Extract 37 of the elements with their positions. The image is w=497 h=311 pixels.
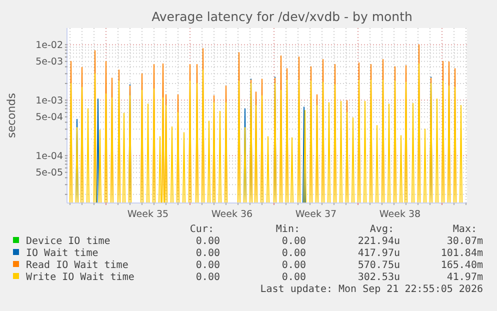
x-tick-label: Week 36 <box>211 209 253 220</box>
text: 0.00 <box>282 236 306 247</box>
text: 0.00 <box>282 248 306 259</box>
legend-label: Write IO Wait time <box>26 272 134 283</box>
y-axis-title: seconds <box>5 92 18 138</box>
text: 0.00 <box>282 272 306 283</box>
chart-title: Average latency for /dev/xvdb - by month <box>152 9 412 24</box>
x-tick-label: Week 35 <box>127 209 169 220</box>
text: 41.97m <box>446 272 483 283</box>
x-tick-label: Week 38 <box>379 209 421 220</box>
text: Avg: <box>370 224 394 235</box>
y-tick-label: 5e-05 <box>36 168 63 179</box>
y-tick-label: 5e-03 <box>36 56 63 68</box>
text: 101.84m <box>440 248 483 259</box>
legend-label: IO Wait time <box>26 248 98 259</box>
legend-label: Read IO Wait time <box>26 260 128 271</box>
text: 0.00 <box>282 260 306 271</box>
text: Min: <box>276 224 300 235</box>
x-tick-label: Week 37 <box>295 209 337 220</box>
text: Last update: Mon Sep 21 22:55:05 2026 <box>260 284 483 295</box>
legend-label: Device IO time <box>26 236 110 247</box>
text: 165.40m <box>440 260 483 271</box>
text: 0.00 <box>196 248 220 259</box>
text: 0.00 <box>196 260 220 271</box>
y-tick-label: 1e-03 <box>36 95 63 106</box>
text: Cur: <box>190 224 214 235</box>
text: 221.94u <box>358 236 400 247</box>
y-tick-label: 5e-04 <box>36 112 63 124</box>
text: 0.00 <box>196 236 220 247</box>
y-tick-label: 1e-02 <box>36 40 63 52</box>
text: 302.53u <box>358 272 400 283</box>
text: 417.97u <box>358 248 400 259</box>
text: 570.75u <box>358 260 400 271</box>
y-tick-label: 1e-04 <box>36 150 63 162</box>
text: 0.00 <box>196 272 220 283</box>
text: Max: <box>452 224 477 235</box>
text: 30.07m <box>446 236 483 247</box>
